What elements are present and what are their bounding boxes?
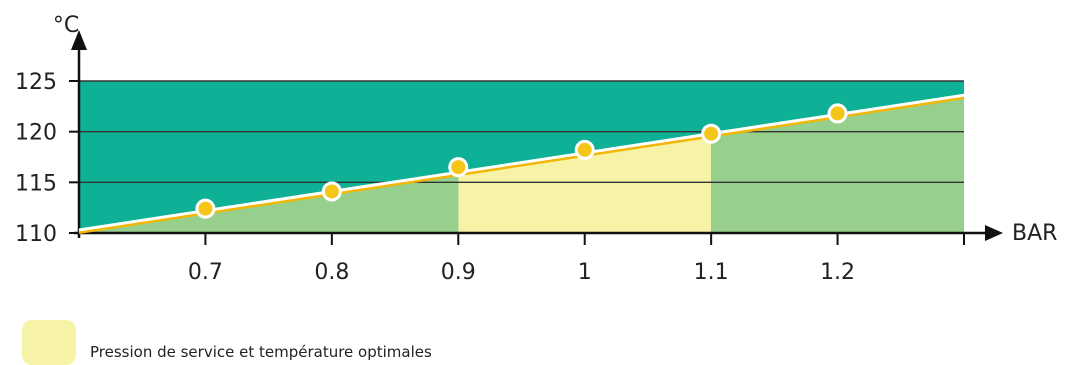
trend-line-yellow [78, 96, 965, 234]
legend: Pression de service et température optim… [22, 320, 432, 365]
y-tick-label-125: 125 [15, 70, 57, 95]
y-axis-arrow [71, 30, 87, 50]
x-tick-label-0.8: 0.8 [314, 260, 349, 285]
x-tick-label-1: 1 [578, 260, 592, 285]
x-tick-label-0.9: 0.9 [441, 260, 476, 285]
trend-line-white [78, 93, 965, 232]
y-tick-label-110: 110 [15, 222, 57, 247]
axes [69, 30, 1003, 245]
lower-band-right [711, 95, 964, 233]
x-tick-label-1.1: 1.1 [694, 260, 729, 285]
data-point-4 [574, 139, 595, 160]
x-axis-arrow [985, 225, 1003, 241]
chart: 0.7 0.8 0.9 1 1.1 1.2 110 115 120 125 °C BAR [15, 13, 1057, 285]
x-tick-label-1.2: 1.2 [820, 260, 855, 285]
optimal-band [458, 133, 712, 233]
x-axis-unit: BAR [1012, 221, 1057, 246]
data-point-6 [827, 103, 848, 124]
data-point-5 [701, 123, 722, 144]
legend-label: Pression de service et température optim… [90, 342, 432, 361]
y-tick-label-115: 115 [15, 171, 57, 196]
x-tick-label-0.7: 0.7 [188, 260, 223, 285]
data-point-2 [321, 181, 342, 202]
legend-swatch-optimal [22, 320, 76, 365]
gridlines [79, 80, 964, 184]
data-point-3 [448, 157, 469, 178]
y-axis-unit: °C [53, 13, 79, 38]
data-point-1 [195, 198, 216, 219]
y-tick-label-120: 120 [15, 121, 57, 146]
tick-labels: 0.7 0.8 0.9 1 1.1 1.2 110 115 120 125 °C BAR [15, 13, 1057, 285]
series [78, 93, 965, 234]
